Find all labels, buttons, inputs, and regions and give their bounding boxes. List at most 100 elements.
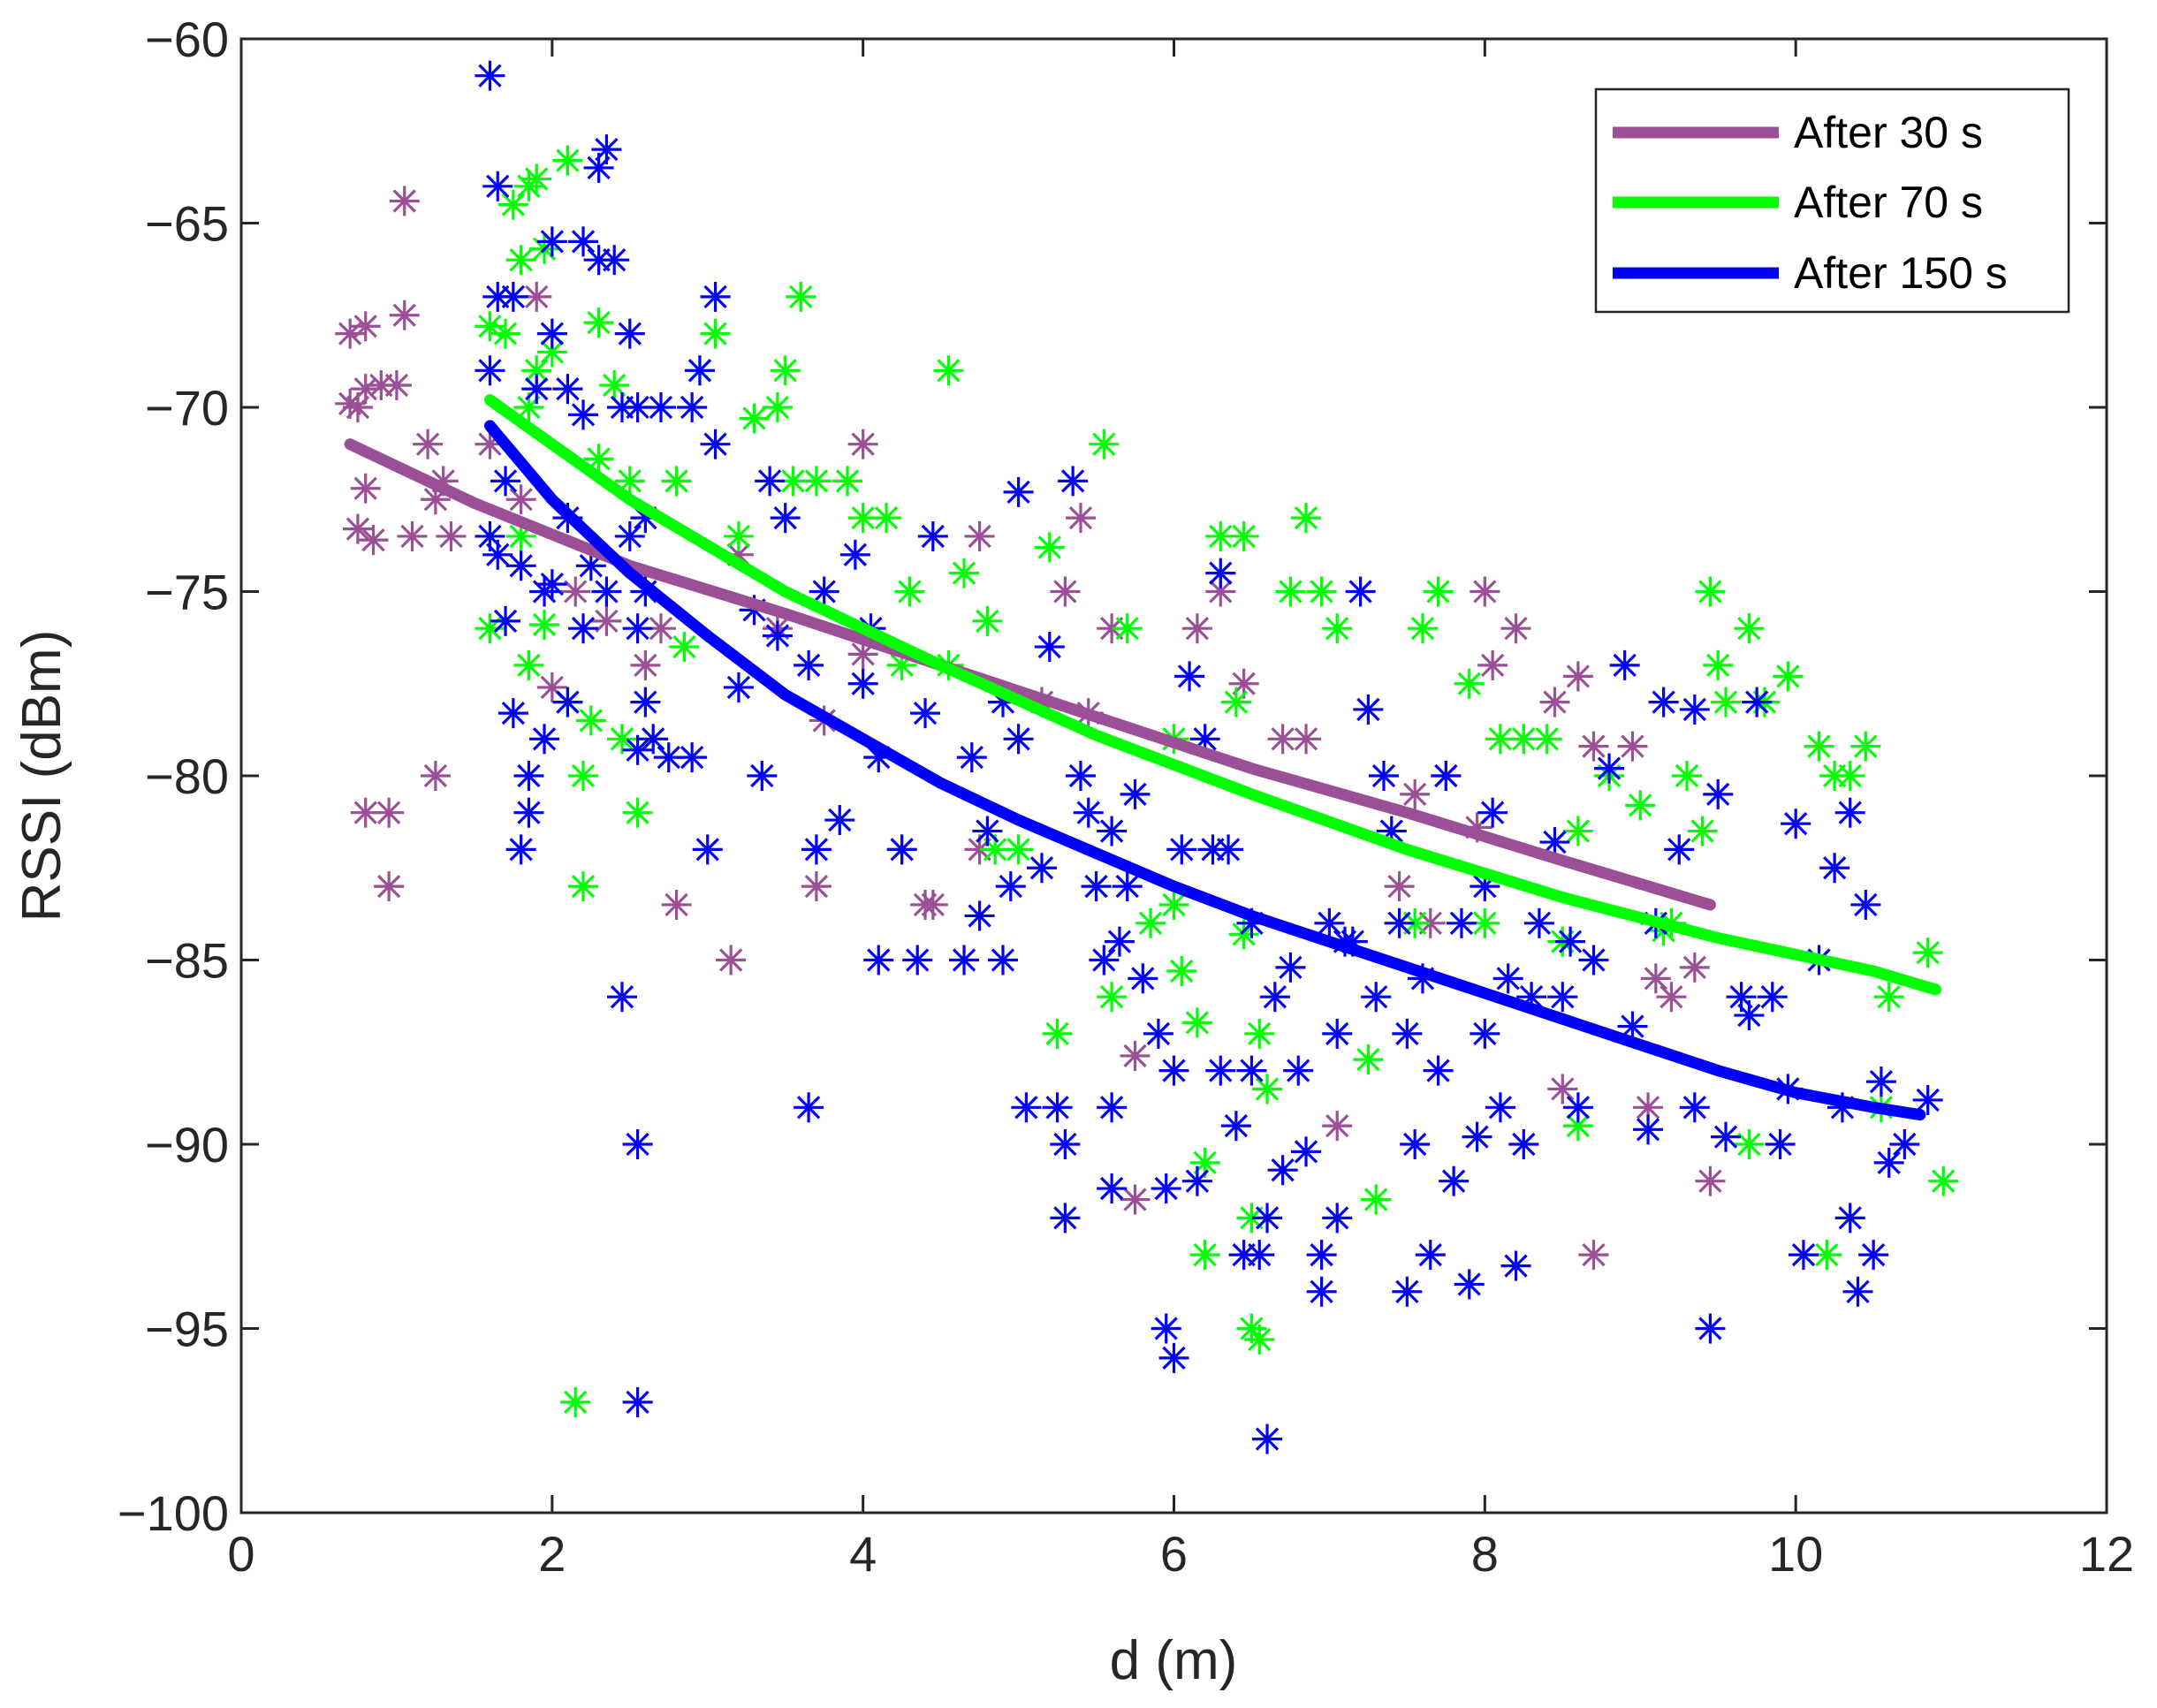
data-point-after-150-s — [1291, 1136, 1322, 1167]
data-point-after-150-s — [1120, 778, 1151, 809]
data-point-after-70-s — [832, 466, 863, 497]
data-point-after-70-s — [521, 355, 552, 386]
data-point-after-150-s — [536, 318, 567, 349]
data-point-after-70-s — [1850, 731, 1881, 762]
data-point-after-30-s — [374, 797, 405, 828]
data-point-after-150-s — [490, 466, 521, 497]
plot-area — [335, 60, 1959, 1454]
data-point-after-150-s — [824, 805, 855, 836]
data-point-after-150-s — [1446, 907, 1477, 938]
data-point-after-70-s — [1135, 907, 1166, 938]
x-axis-label: d (m) — [1110, 1630, 1238, 1691]
data-point-after-150-s — [1143, 1018, 1173, 1049]
data-point-after-30-s — [1477, 649, 1508, 680]
data-point-after-70-s — [529, 610, 560, 641]
data-point-after-150-s — [1267, 1155, 1298, 1186]
data-point-after-30-s — [374, 871, 405, 902]
y-tick-label: −65 — [145, 196, 229, 252]
data-point-after-150-s — [1205, 558, 1236, 588]
data-point-after-150-s — [956, 742, 987, 773]
data-point-after-150-s — [497, 281, 528, 312]
data-point-after-30-s — [630, 649, 661, 680]
data-point-after-70-s — [1353, 1044, 1384, 1075]
data-point-after-150-s — [638, 724, 669, 755]
data-point-after-30-s — [1065, 503, 1096, 534]
data-point-after-70-s — [1306, 576, 1337, 607]
data-point-after-150-s — [1081, 871, 1112, 902]
data-point-after-150-s — [1415, 1240, 1446, 1271]
data-point-after-150-s — [622, 1386, 653, 1417]
data-point-after-30-s — [1050, 576, 1081, 607]
data-point-after-150-s — [1664, 834, 1695, 865]
data-point-after-70-s — [786, 281, 816, 312]
data-point-after-150-s — [692, 834, 723, 865]
data-point-after-70-s — [972, 605, 1003, 636]
data-point-after-150-s — [770, 503, 801, 534]
data-point-after-70-s — [933, 355, 964, 386]
data-point-after-30-s — [1120, 1184, 1151, 1215]
data-point-after-150-s — [568, 226, 599, 257]
data-point-after-150-s — [684, 355, 715, 386]
data-point-after-150-s — [755, 466, 786, 497]
data-point-after-30-s — [1120, 1040, 1151, 1071]
data-point-after-30-s — [847, 429, 878, 459]
data-point-after-150-s — [1112, 871, 1143, 902]
fit-line-after-30-s — [344, 438, 1716, 911]
data-point-after-150-s — [1492, 963, 1523, 994]
data-point-after-70-s — [1228, 520, 1259, 551]
data-point-after-150-s — [1578, 945, 1609, 975]
data-point-after-30-s — [358, 525, 389, 556]
data-point-after-150-s — [1819, 853, 1850, 884]
data-point-after-30-s — [591, 605, 622, 636]
data-point-after-30-s — [505, 484, 536, 515]
data-point-after-150-s — [1439, 1165, 1470, 1196]
data-point-after-150-s — [1306, 1276, 1337, 1307]
data-point-after-150-s — [1609, 649, 1640, 680]
data-point-after-150-s — [1368, 761, 1399, 791]
data-point-after-150-s — [1158, 1342, 1189, 1373]
data-point-after-70-s — [1244, 1325, 1275, 1355]
data-point-after-30-s — [389, 186, 420, 216]
y-tick-label: −60 — [145, 11, 229, 67]
data-point-after-30-s — [381, 369, 412, 400]
data-point-after-150-s — [1462, 1121, 1492, 1152]
data-point-after-30-s — [801, 871, 832, 902]
data-point-after-150-s — [591, 576, 622, 607]
data-point-after-70-s — [583, 307, 614, 338]
data-point-after-150-s — [1850, 889, 1881, 920]
data-point-after-70-s — [560, 1386, 591, 1417]
data-point-after-150-s — [482, 539, 513, 570]
data-point-after-70-s — [1695, 576, 1726, 607]
data-point-after-150-s — [1089, 945, 1120, 975]
data-point-after-30-s — [1400, 778, 1431, 809]
data-point-after-30-s — [1539, 687, 1570, 717]
data-point-after-70-s — [723, 520, 754, 551]
data-point-after-150-s — [1104, 926, 1135, 957]
data-point-after-150-s — [568, 399, 599, 430]
data-point-after-70-s — [490, 318, 521, 349]
legend-label-after-150s: After 150 s — [1794, 248, 2008, 298]
data-point-after-70-s — [575, 705, 606, 736]
data-point-after-150-s — [490, 605, 521, 636]
data-point-after-70-s — [1703, 649, 1734, 680]
data-point-after-150-s — [1097, 816, 1128, 846]
ticks-layer: 0 2 4 6 8 10 12 −100 −95 −90 −85 −80 −75 −70 −65 −60 — [118, 11, 2134, 1582]
data-point-after-30-s — [420, 761, 451, 791]
data-point-after-150-s — [700, 429, 731, 459]
data-point-after-30-s — [1547, 1074, 1578, 1105]
data-point-after-30-s — [917, 889, 948, 920]
data-point-after-70-s — [739, 403, 770, 434]
data-point-after-150-s — [536, 226, 567, 257]
data-point-after-150-s — [475, 355, 505, 386]
data-point-after-150-s — [1594, 753, 1625, 784]
data-point-after-150-s — [505, 550, 536, 581]
data-point-after-150-s — [1392, 1276, 1423, 1307]
data-point-after-30-s — [350, 311, 381, 342]
data-point-after-30-s — [661, 889, 692, 920]
data-point-after-70-s — [1158, 889, 1189, 920]
data-point-after-150-s — [1500, 1250, 1531, 1281]
data-point-after-30-s — [1656, 982, 1687, 1013]
data-point-after-150-s — [1742, 687, 1773, 717]
legend-label-after-30s: After 30 s — [1794, 108, 1983, 157]
